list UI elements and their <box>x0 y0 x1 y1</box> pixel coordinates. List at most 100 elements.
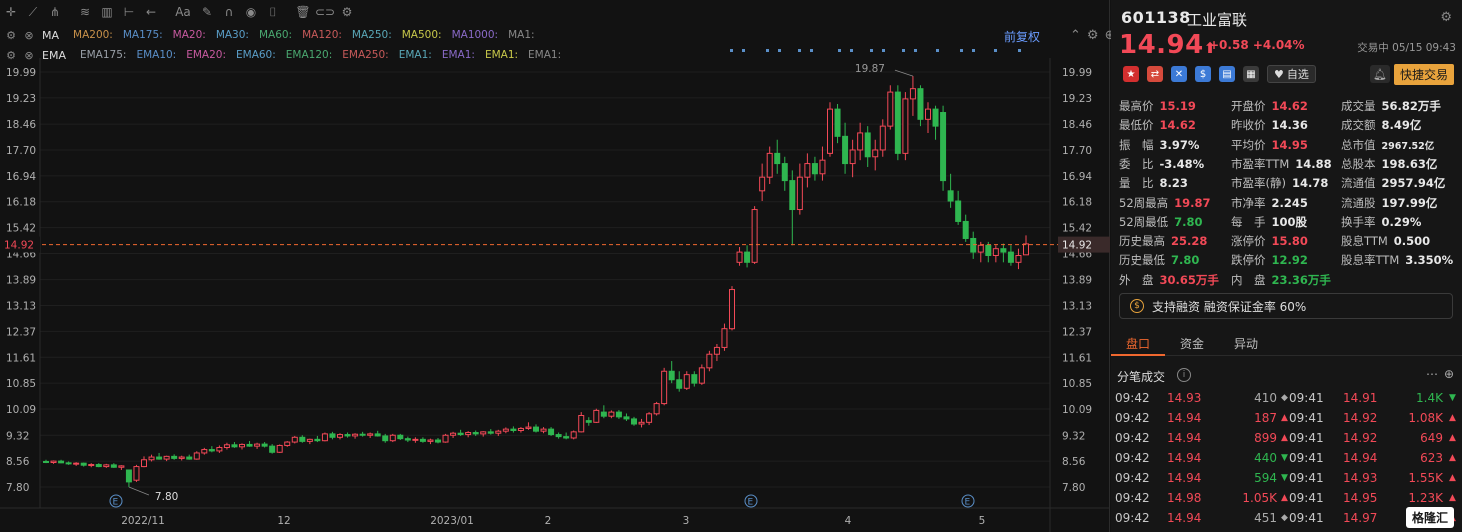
settings-icon[interactable]: ⚙ <box>1086 28 1099 43</box>
ma-indicator-name[interactable]: MA <box>42 28 60 42</box>
notes-icon[interactable]: ▦ <box>1243 66 1259 82</box>
more-icon[interactable]: ⋯ <box>1425 367 1438 381</box>
settings-icon[interactable]: ⚙ <box>1440 10 1452 25</box>
ma-legend-item[interactable]: MA500: <box>401 29 442 41</box>
brush-tool-icon[interactable]: ✎ <box>201 5 213 19</box>
candle-body <box>65 462 72 465</box>
direction-icon: ▼ <box>1449 393 1456 403</box>
adjust-mode-button[interactable]: 前复权 <box>1004 30 1041 44</box>
direction-icon: ◆ <box>1281 513 1288 523</box>
trade-status: 交易中 05/15 09:43 <box>1357 42 1456 54</box>
ema-legend-item[interactable]: EMA1: <box>484 49 519 61</box>
candle-body <box>502 428 509 432</box>
close-icon[interactable]: ⊗ <box>24 28 34 42</box>
ema-legend-item[interactable]: EMA120: <box>285 49 333 61</box>
stat-value: 197.99亿 <box>1381 195 1438 210</box>
ema-legend-item[interactable]: EMA60: <box>236 49 276 61</box>
collapse-icon[interactable]: ⌃ <box>1070 28 1081 43</box>
settings-icon[interactable]: ⚙ <box>341 5 353 19</box>
tick-price: 14.94 <box>1343 451 1378 465</box>
candle-body <box>261 443 268 447</box>
magnet-icon[interactable]: ∩ <box>224 5 234 19</box>
candle-body <box>110 464 117 468</box>
info-icon[interactable]: ▤ <box>1219 66 1235 82</box>
price-change: +0.58 +4.04% <box>1209 38 1305 52</box>
ema-legend-item[interactable]: EMA20: <box>186 49 226 61</box>
margin-info-box[interactable]: $ 支持融资 融资保证金率 60% <box>1119 293 1453 319</box>
ma-legend-item[interactable]: MA120: <box>302 29 342 41</box>
tick-price: 14.91 <box>1343 391 1378 405</box>
candle-body <box>857 132 864 151</box>
stat-item: 52周最高 19.87 <box>1119 195 1211 211</box>
candle-body <box>917 88 924 120</box>
fork-tool-icon[interactable]: ⋔ <box>49 5 61 19</box>
tick-volume: 1.55K <box>1408 471 1443 485</box>
ema-legend-item[interactable]: EMA1: <box>441 49 475 61</box>
tab-1[interactable]: 资金 <box>1180 337 1205 351</box>
crosshair-icon[interactable]: ✛ <box>5 5 17 19</box>
line-tool-icon[interactable]: ⟋ <box>28 4 38 19</box>
ema-legend-item[interactable]: EMA250: <box>342 49 389 61</box>
candle-body <box>638 421 645 425</box>
y-tick-label: 10.85 <box>6 378 36 390</box>
add-icon[interactable]: ⊕ <box>1105 28 1116 43</box>
candle-body <box>246 443 253 447</box>
high-pointer <box>894 69 914 77</box>
kline-chart[interactable]: 19.99 19.99 19.23 19.23 18.46 18.46 17.70 17.70… <box>0 0 1110 532</box>
lock-icon[interactable]: ⌷ <box>269 4 277 19</box>
tab-2[interactable]: 异动 <box>1234 337 1259 351</box>
candle-body <box>1000 248 1007 253</box>
ma-legend-item[interactable]: MA200: <box>73 29 113 41</box>
ma-legend-item[interactable]: MA1: <box>508 29 535 41</box>
trash-icon[interactable]: 🗑︎ <box>295 5 311 19</box>
signal-dot <box>1018 49 1021 52</box>
candle-body <box>148 456 155 461</box>
ema-legend-item[interactable]: EMA10: <box>136 49 177 61</box>
candle-body <box>344 434 351 437</box>
stat-item: 开盘价 14.62 <box>1231 98 1308 114</box>
candle-body <box>909 88 916 100</box>
link-icon[interactable]: ⊂⊃ <box>314 5 336 19</box>
chart-pane[interactable]: 19.99 19.99 19.23 19.23 18.46 18.46 17.70 17.70… <box>0 0 1115 532</box>
close-icon[interactable]: ⊗ <box>24 48 34 62</box>
chart-controls: ⌃ ⚙ ⊕ <box>1070 28 1115 43</box>
stat-item: 流通股 197.99亿 <box>1341 195 1437 211</box>
stat-label: 市盈率TTM <box>1231 156 1290 171</box>
tick-volume: 410 <box>1254 391 1277 405</box>
measure-tool-icon[interactable]: ⊢ <box>123 5 135 19</box>
ema-legend-item[interactable]: EMA1: <box>528 49 562 61</box>
arrow-tool-icon[interactable]: ← <box>145 5 157 19</box>
ma-legend-item[interactable]: MA250: <box>351 29 392 41</box>
ema-indicator-name[interactable]: EMA <box>42 48 66 62</box>
quick-trade-button[interactable]: 快捷交易 <box>1393 64 1454 85</box>
ema-legend-item[interactable]: EMA175: <box>79 49 127 61</box>
info-icon[interactable]: i <box>1177 368 1191 382</box>
stat-label: 开盘价 <box>1231 99 1266 113</box>
tab-0[interactable]: 盘口 <box>1111 334 1166 356</box>
fib-tool-icon[interactable]: ▥ <box>101 5 113 19</box>
ma-legend-item[interactable]: MA20: <box>172 29 206 41</box>
wave-tool-icon[interactable]: ≋ <box>79 5 91 19</box>
text-tool-icon[interactable]: Aa <box>175 5 191 19</box>
y-tick-label: 11.61 <box>1062 352 1092 364</box>
stat-label: 振 幅 <box>1119 137 1154 152</box>
ma-legend-item[interactable]: MA30: <box>215 29 249 41</box>
shanghai-hk-connect-icon[interactable]: ⇄ <box>1147 66 1163 82</box>
candle-body <box>992 248 999 256</box>
add-watchlist-button[interactable]: ♥ 自选 <box>1267 65 1316 83</box>
candle-body <box>374 433 381 437</box>
expand-icon[interactable]: ⊕ <box>1443 367 1454 381</box>
price-tag-bg <box>0 236 40 253</box>
ma-legend-item[interactable]: MA175: <box>122 29 163 41</box>
ma-legend-item[interactable]: MA60: <box>258 29 293 41</box>
eye-icon[interactable]: ◉ <box>245 5 257 19</box>
margin-icon[interactable]: ✕ <box>1171 66 1187 82</box>
bell-icon[interactable]: 🔔︎ <box>1370 65 1390 83</box>
candle-body <box>653 403 660 415</box>
settings-icon[interactable]: ⚙ <box>6 48 16 62</box>
candle-body <box>58 460 65 464</box>
ma-legend-item[interactable]: MA1000: <box>451 29 499 41</box>
settings-icon[interactable]: ⚙ <box>6 28 16 42</box>
dollar-icon[interactable]: $ <box>1195 66 1211 82</box>
ema-legend-item[interactable]: EMA1: <box>398 49 432 61</box>
